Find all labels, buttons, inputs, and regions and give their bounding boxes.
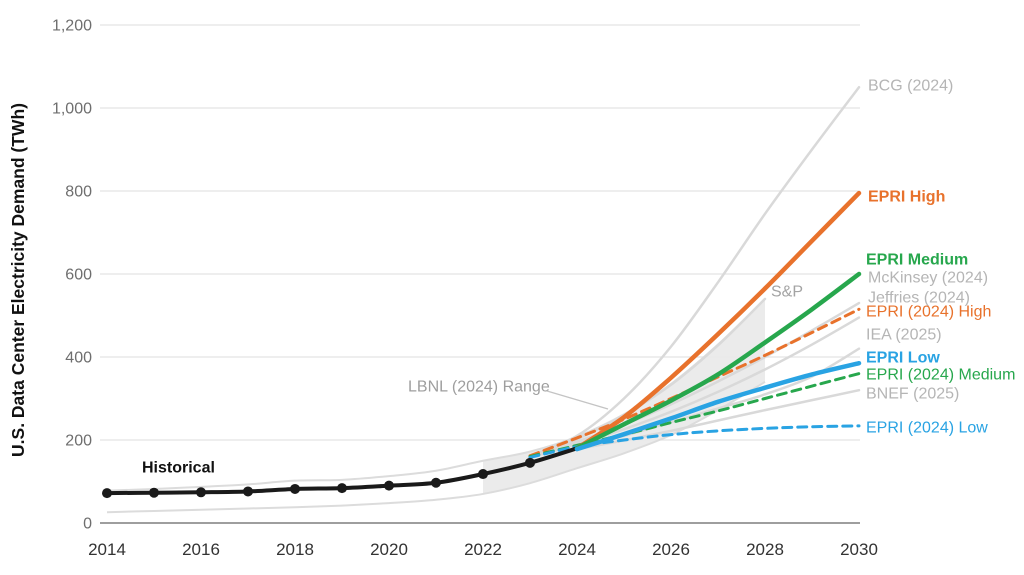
y-tick-label-1200: 1,200 [52, 18, 92, 35]
lbnl-range-bottom-edge [106, 381, 766, 514]
series-label-historical: Historical [142, 460, 215, 477]
series-line-mckinsey [528, 301, 861, 458]
data-point-historical-2016 [196, 487, 206, 498]
series-line-epri24-high [528, 307, 861, 458]
y-tick-label-1000: 1,000 [52, 101, 92, 118]
series-line-epri-high [574, 190, 862, 451]
series-label-bnef: BNEF (2025) [866, 386, 959, 403]
data-point-historical-2015 [149, 487, 159, 498]
data-point-historical-2021 [431, 477, 441, 488]
x-tick-label-2014: 2014 [88, 540, 126, 559]
series-label-jeffries: Jeffries (2024) [868, 290, 970, 307]
y-tick-label-400: 400 [65, 350, 92, 367]
data-point-historical-2017 [243, 486, 253, 497]
data-point-historical-2019 [337, 483, 347, 494]
data-point-historical-2022 [478, 469, 488, 480]
data-point-historical-2020 [384, 480, 394, 491]
series-label-epri-low: EPRI Low [866, 350, 940, 367]
annotation-sp-label: S&P [771, 284, 803, 301]
series-label-mckinsey: McKinsey (2024) [868, 270, 988, 287]
x-tick-label-2030: 2030 [840, 540, 878, 559]
series-label-bcg: BCG (2024) [868, 78, 953, 95]
x-tick-label-2020: 2020 [370, 540, 408, 559]
series-label-epri24-low: EPRI (2024) Low [866, 420, 988, 437]
series-line-epri-low [574, 360, 862, 452]
data-point-historical-2014 [102, 488, 112, 499]
y-tick-label-600: 600 [65, 267, 92, 284]
data-point-historical-2023 [525, 457, 535, 468]
y-axis-title: U.S. Data Center Electricity Demand (TWh… [8, 103, 28, 457]
x-tick-label-2016: 2016 [182, 540, 220, 559]
x-tick-label-2024: 2024 [558, 540, 596, 559]
series-label-epri24-medium: EPRI (2024) Medium [866, 367, 1015, 384]
annotation-callout-lbnl-label [546, 390, 609, 410]
series-line-epri-medium [574, 271, 862, 451]
series-label-epri-high: EPRI High [868, 189, 945, 206]
y-tick-label-0: 0 [83, 516, 92, 533]
x-tick-label-2018: 2018 [276, 540, 314, 559]
x-tick-label-2026: 2026 [652, 540, 690, 559]
x-tick-label-2028: 2028 [746, 540, 784, 559]
y-tick-label-800: 800 [65, 184, 92, 201]
series-label-epri24-high: EPRI (2024) High [866, 304, 991, 321]
series-line-bcg [528, 86, 861, 458]
data-point-historical-2018 [290, 483, 300, 494]
series-label-iea: IEA (2025) [866, 327, 942, 344]
series-label-epri-medium: EPRI Medium [866, 252, 968, 269]
annotation-lbnl-label: LBNL (2024) Range [408, 379, 550, 396]
x-tick-label-2022: 2022 [464, 540, 502, 559]
y-tick-label-200: 200 [65, 433, 92, 450]
